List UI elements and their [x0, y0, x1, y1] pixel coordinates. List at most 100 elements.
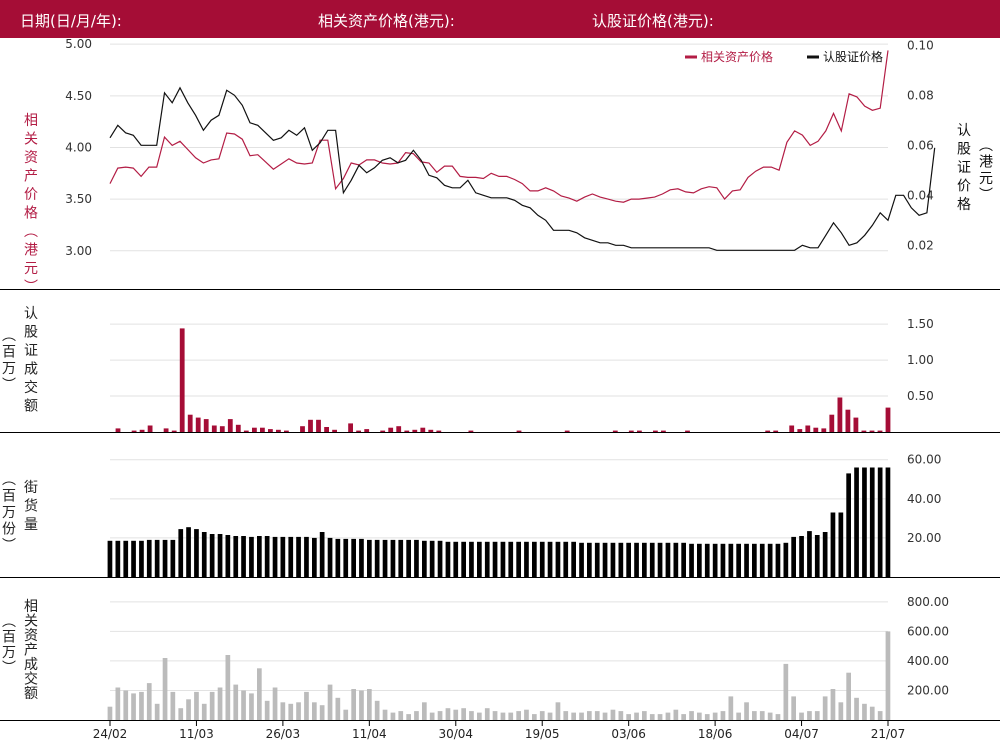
x-tick-label: 04/07 [784, 727, 819, 741]
left-tick-label: 4.50 [65, 89, 92, 103]
bar [343, 538, 349, 577]
bar [194, 529, 199, 577]
axis-label-char: 百 [2, 345, 16, 361]
bar [131, 540, 136, 577]
bar [107, 540, 113, 577]
bar [186, 699, 191, 720]
bar [316, 419, 321, 432]
bar [171, 430, 177, 432]
bar [628, 430, 634, 432]
bar [437, 711, 443, 720]
bar [885, 467, 891, 577]
bar [219, 426, 225, 432]
x-tick-label: 30/04 [438, 727, 473, 741]
axis-label-char: 认 [24, 306, 38, 322]
bar [492, 711, 498, 720]
bar [272, 687, 278, 720]
bar [594, 542, 600, 577]
right-tick-label: 40.00 [907, 492, 941, 506]
bar [241, 536, 246, 577]
bar [280, 702, 286, 720]
right-tick-label: 1.50 [907, 317, 934, 331]
bar [720, 711, 726, 720]
bar [532, 714, 537, 720]
bar [783, 542, 789, 577]
bar [720, 543, 726, 577]
bar [807, 531, 812, 577]
legend-label: 相关资产价格 [701, 49, 773, 64]
warrant-price-label: 认股证价格(港元): [592, 12, 714, 30]
bar [492, 541, 498, 577]
bar [587, 542, 592, 577]
x-tick-label: 11/04 [352, 727, 387, 741]
bar [508, 541, 514, 577]
bar [195, 417, 201, 432]
bar [649, 714, 655, 720]
bar [209, 691, 215, 720]
bar [146, 539, 152, 577]
bar [257, 668, 262, 720]
right-tick-label: 0.02 [907, 238, 934, 252]
axis-label-char: ︶ [2, 661, 16, 677]
axis-label-char: 货 [24, 498, 38, 515]
bar [364, 429, 370, 432]
axis-label-char: 产 [24, 643, 38, 659]
bar [194, 691, 199, 720]
bar [380, 430, 386, 432]
axis-label-char: 相 [24, 599, 38, 615]
bar [797, 429, 803, 432]
legend-label: 认股证价格 [823, 49, 883, 64]
bar [327, 537, 333, 577]
bar [123, 690, 129, 720]
bar [235, 424, 241, 432]
bar [799, 536, 804, 577]
bar [469, 541, 474, 577]
bar [131, 693, 136, 720]
bar [759, 711, 765, 720]
bar [241, 690, 246, 720]
bar [869, 467, 875, 577]
bar [885, 631, 891, 720]
right-axis-label-char: 元 [979, 171, 993, 187]
bar [752, 711, 757, 720]
bar [227, 419, 233, 432]
bar [233, 684, 239, 720]
bar [821, 428, 827, 432]
right-tick-label: 200.00 [907, 683, 949, 697]
bar [837, 397, 843, 432]
bar [429, 540, 435, 577]
bar [869, 430, 875, 432]
bar [767, 543, 773, 577]
bar [807, 711, 812, 720]
bar [712, 712, 718, 720]
bar [673, 542, 679, 577]
bar [838, 702, 844, 720]
axis-label-char: 成 [24, 657, 38, 673]
bar [296, 702, 301, 720]
bar [276, 429, 281, 432]
bar [477, 541, 482, 577]
left-axis-label-char: 资 [24, 150, 38, 166]
bar [877, 430, 883, 432]
bar [252, 427, 257, 432]
bar [257, 536, 262, 577]
bar [162, 539, 168, 577]
bar [249, 693, 254, 720]
bar [162, 658, 168, 720]
bar [661, 430, 666, 432]
bar [170, 539, 176, 577]
bar [115, 540, 121, 577]
bar [862, 467, 867, 577]
axis-label-char: 关 [24, 614, 38, 630]
right-axis-label-char: ︶ [979, 188, 993, 204]
bar [862, 703, 867, 720]
bar [477, 712, 482, 720]
bar [547, 541, 553, 577]
bar [791, 536, 796, 577]
bar [697, 712, 702, 720]
bar [390, 712, 396, 720]
bar [163, 428, 169, 432]
bar [846, 672, 851, 720]
right-tick-label: 60.00 [907, 453, 941, 467]
bar [877, 711, 883, 720]
